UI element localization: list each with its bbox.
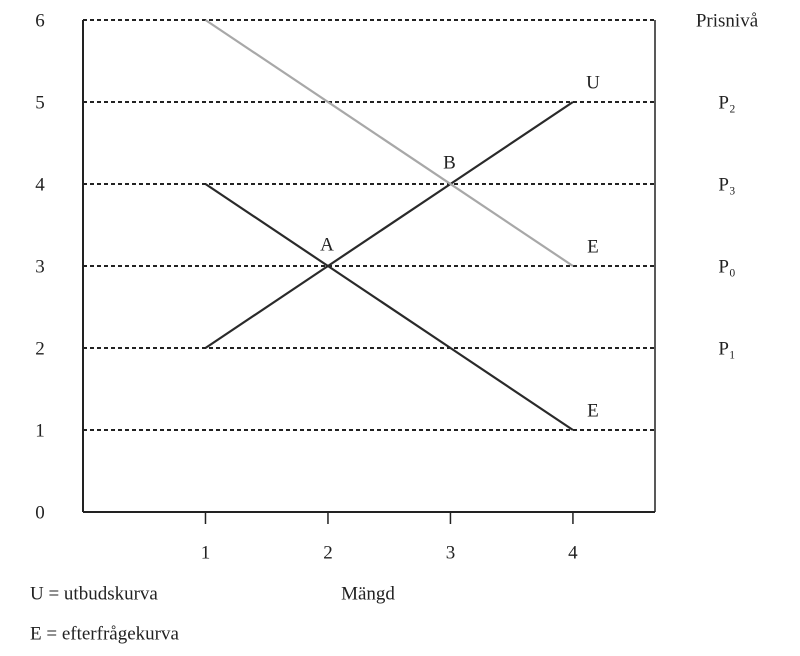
y-tick-label: 3 (35, 256, 45, 277)
x-tick-label: 1 (201, 542, 211, 563)
y-tick-label: 5 (35, 92, 45, 113)
legend-note: U = utbudskurva (30, 583, 158, 604)
price-label: P₀ (718, 256, 735, 277)
y-tick-label: 0 (35, 502, 45, 523)
price-label: P₃ (718, 174, 735, 195)
curve (204, 101, 574, 349)
y-tick-label: 6 (35, 10, 45, 31)
curve (204, 19, 574, 267)
curve (204, 183, 574, 431)
y-tick-label: 2 (35, 338, 45, 359)
y-tick-label: 1 (35, 420, 45, 441)
x-axis-label: Mängd (341, 583, 395, 604)
price-label: P₂ (718, 92, 735, 113)
x-tick-label: 3 (446, 542, 456, 563)
point-label: B (443, 152, 456, 173)
x-tick-label: 4 (568, 542, 578, 563)
point-label: A (320, 234, 334, 255)
legend-note: E = efterfrågekurva (30, 623, 179, 644)
y-tick-label: 4 (35, 174, 45, 195)
curve-label: E (587, 400, 599, 421)
curve-label: E (587, 236, 599, 257)
curve-label: U (586, 72, 600, 93)
price-label: P₁ (718, 338, 735, 359)
x-tick-label: 2 (323, 542, 333, 563)
price-label: Prisnivå (696, 10, 759, 31)
